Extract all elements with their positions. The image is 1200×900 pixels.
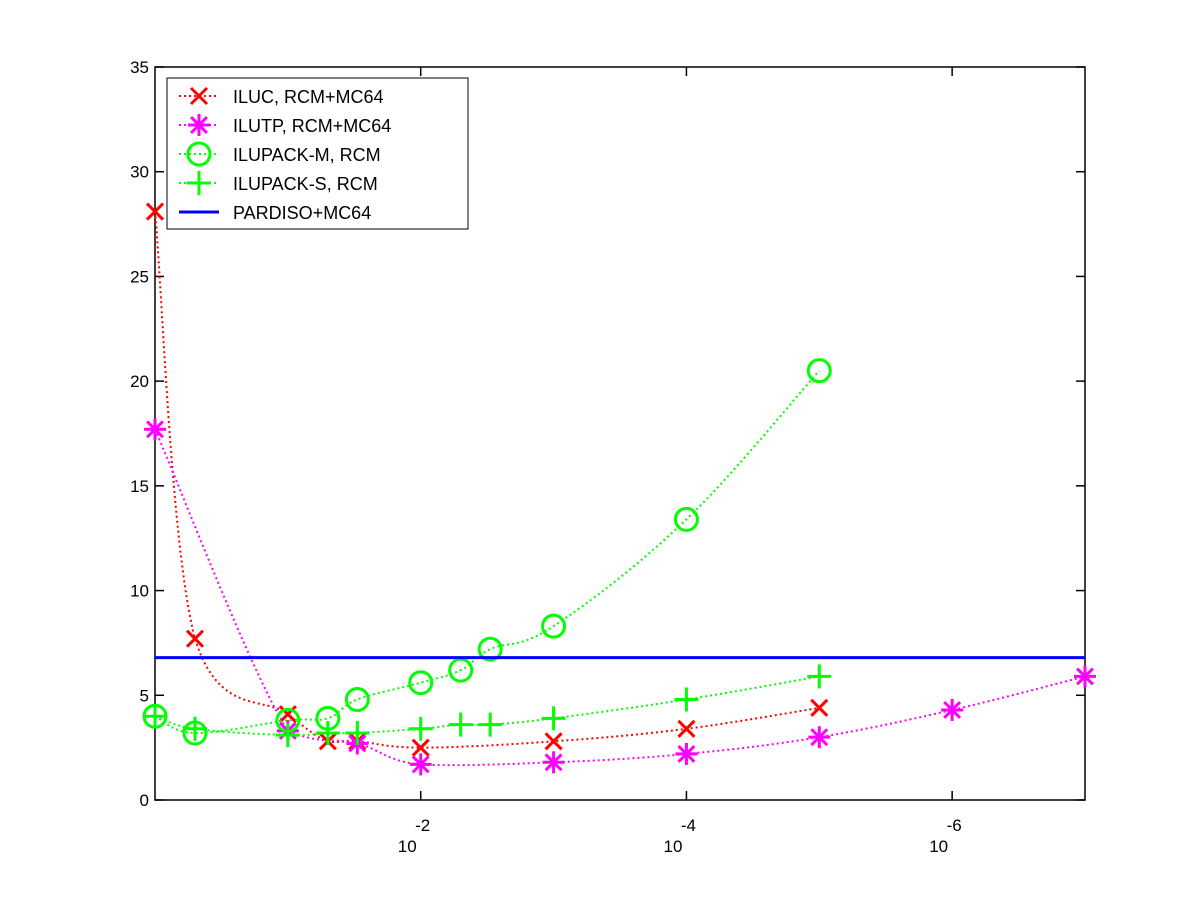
legend-marker-3 [187, 171, 211, 195]
series-3-point-2 [275, 723, 300, 748]
legend-entry-3: ILUPACK-S, RCM [179, 171, 378, 195]
y-tick-label-0: 0 [140, 791, 149, 810]
series-1-point-5 [675, 742, 698, 765]
series-0-point-2 [278, 705, 297, 724]
series-3-point-8 [541, 706, 566, 731]
series-3-point-3 [315, 720, 340, 745]
axis-ticks: 0 5 10 15 20 25 30 35 10 -2 10 -4 10 -6 [130, 58, 1085, 856]
x-tick-exponent-1: -4 [681, 816, 696, 835]
legend-marker-2 [186, 141, 212, 167]
legend-label-3: ILUPACK-S, RCM [233, 174, 378, 194]
y-tick-label-5: 25 [130, 267, 149, 286]
y-tick-label-6: 30 [130, 163, 149, 182]
legend-marker-0 [189, 86, 209, 106]
series-2-point-7 [477, 636, 503, 662]
legend-label-0: ILUC, RCM+MC64 [233, 87, 384, 107]
y-tick-label-3: 15 [130, 477, 149, 496]
series-1-point-0 [144, 418, 166, 441]
y-tick-label-2: 10 [130, 582, 149, 601]
series-3-point-4 [345, 720, 370, 745]
x-tick-base-1: 10 [664, 837, 683, 856]
x-tick-exponent-2: -6 [947, 816, 962, 835]
series-3-point-0 [143, 704, 167, 729]
series-3-point-1 [182, 716, 207, 741]
x-tick-exponent-0: -2 [415, 816, 430, 835]
series-2-point-10 [806, 358, 832, 384]
y-tick-label-4: 20 [130, 372, 149, 391]
series-2-point-5 [408, 670, 434, 696]
series-2-point-8 [541, 613, 567, 639]
series-0-point-7 [677, 719, 696, 738]
y-tick-label-1: 5 [140, 686, 149, 705]
series-3-point-10 [807, 664, 832, 689]
x-tick-base-0: 10 [398, 837, 417, 856]
series-2-point-9 [673, 506, 699, 532]
series-0-point-0 [145, 202, 165, 221]
series-3-point-6 [448, 712, 473, 737]
series-2-point-6 [448, 657, 474, 683]
legend-entry-4: PARDISO+MC64 [179, 203, 371, 223]
series-0-point-8 [810, 698, 829, 717]
legend-marker-1 [188, 114, 210, 136]
series-1-point-3 [409, 753, 432, 776]
legend-entry-2: ILUPACK-M, RCM [179, 141, 381, 167]
legend-entry-0: ILUC, RCM+MC64 [179, 86, 384, 107]
legend-entry-1: ILUTP, RCM+MC64 [179, 114, 391, 136]
series-3-line [154, 675, 820, 737]
legend-box [166, 77, 469, 230]
legend-label-4: PARDISO+MC64 [233, 203, 371, 223]
series-1-point-7 [941, 698, 964, 721]
series-0-point-5 [411, 738, 430, 757]
series-layer [142, 202, 1096, 776]
legend-label-1: ILUTP, RCM+MC64 [233, 116, 391, 136]
series-0-line [154, 211, 820, 749]
legend: ILUC, RCM+MC64 ILUTP, RCM+MC64 ILUPACK-M, … [166, 77, 469, 230]
series-3-point-9 [674, 687, 699, 712]
series-1-point-8 [1074, 665, 1096, 688]
series-3-point-5 [408, 716, 433, 741]
series-3-point-7 [478, 712, 503, 737]
x-tick-base-2: 10 [929, 837, 948, 856]
series-2-point-4 [344, 686, 370, 712]
y-tick-label-7: 35 [130, 58, 149, 77]
series-3 [143, 664, 832, 748]
series-0-point-1 [185, 629, 205, 648]
series-0-point-6 [544, 732, 563, 751]
series-1-point-6 [808, 726, 831, 749]
series-1-point-4 [542, 751, 565, 774]
legend-label-2: ILUPACK-M, RCM [233, 145, 381, 165]
